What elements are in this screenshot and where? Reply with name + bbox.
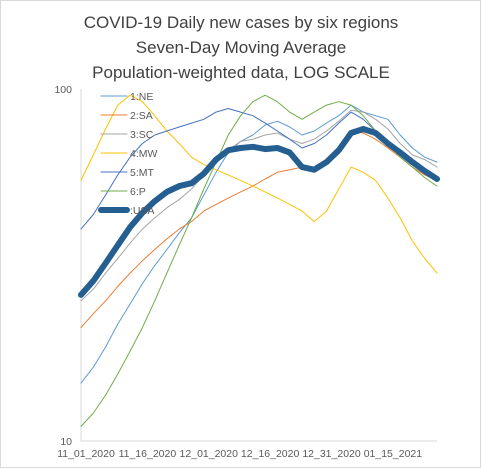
legend-label-5: 6:P: [130, 186, 146, 198]
series-line-4mw: [80, 94, 438, 274]
x-tick-label-1: 11_16_2020: [119, 448, 177, 460]
legend-label-1: 2:SA: [130, 110, 153, 122]
series-line-3sc: [80, 109, 438, 302]
chart-title-line-3: Population-weighted data, LOG SCALE: [92, 63, 390, 82]
x-axis-ticks: 11_01_2020 11_16_2020 12_01_2020 12_16_2020…: [57, 448, 422, 460]
x-tick-label-3: 12_16_2020: [241, 448, 300, 460]
x-tick-label-5: 01_15_2021: [364, 448, 423, 460]
legend-label-3: 4:MW: [130, 148, 158, 160]
chart-title-line-1: COVID-19 Daily new cases by six regions: [84, 13, 399, 32]
series-line-usa: [78, 126, 440, 298]
y-tick-label-1: 10: [60, 436, 72, 448]
y-tick-label-0: 100: [54, 84, 72, 96]
legend-label-4: 5:MT: [130, 167, 155, 179]
chart-title: COVID-19 Daily new cases by six regions …: [84, 13, 399, 82]
x-tick-label-0: 11_01_2020: [57, 448, 115, 460]
series-line-1ne: [80, 104, 438, 384]
legend-label-6: :USA: [130, 205, 155, 217]
x-tick-label-2: 12_01_2020: [180, 448, 239, 460]
x-tick-label-4: 12_31_2020: [302, 448, 361, 460]
series-line-2sa: [80, 130, 438, 329]
legend: 1:NE 2:SA 3:SC 4:MW 5:MT 6:P :USA: [98, 91, 158, 217]
y-axis-ticks: 100 10: [54, 84, 72, 448]
legend-label-0: 1:NE: [130, 91, 153, 103]
chart-title-line-2: Seven-Day Moving Average: [136, 38, 346, 57]
legend-label-2: 3:SC: [130, 129, 154, 141]
series-lines: [78, 94, 440, 427]
